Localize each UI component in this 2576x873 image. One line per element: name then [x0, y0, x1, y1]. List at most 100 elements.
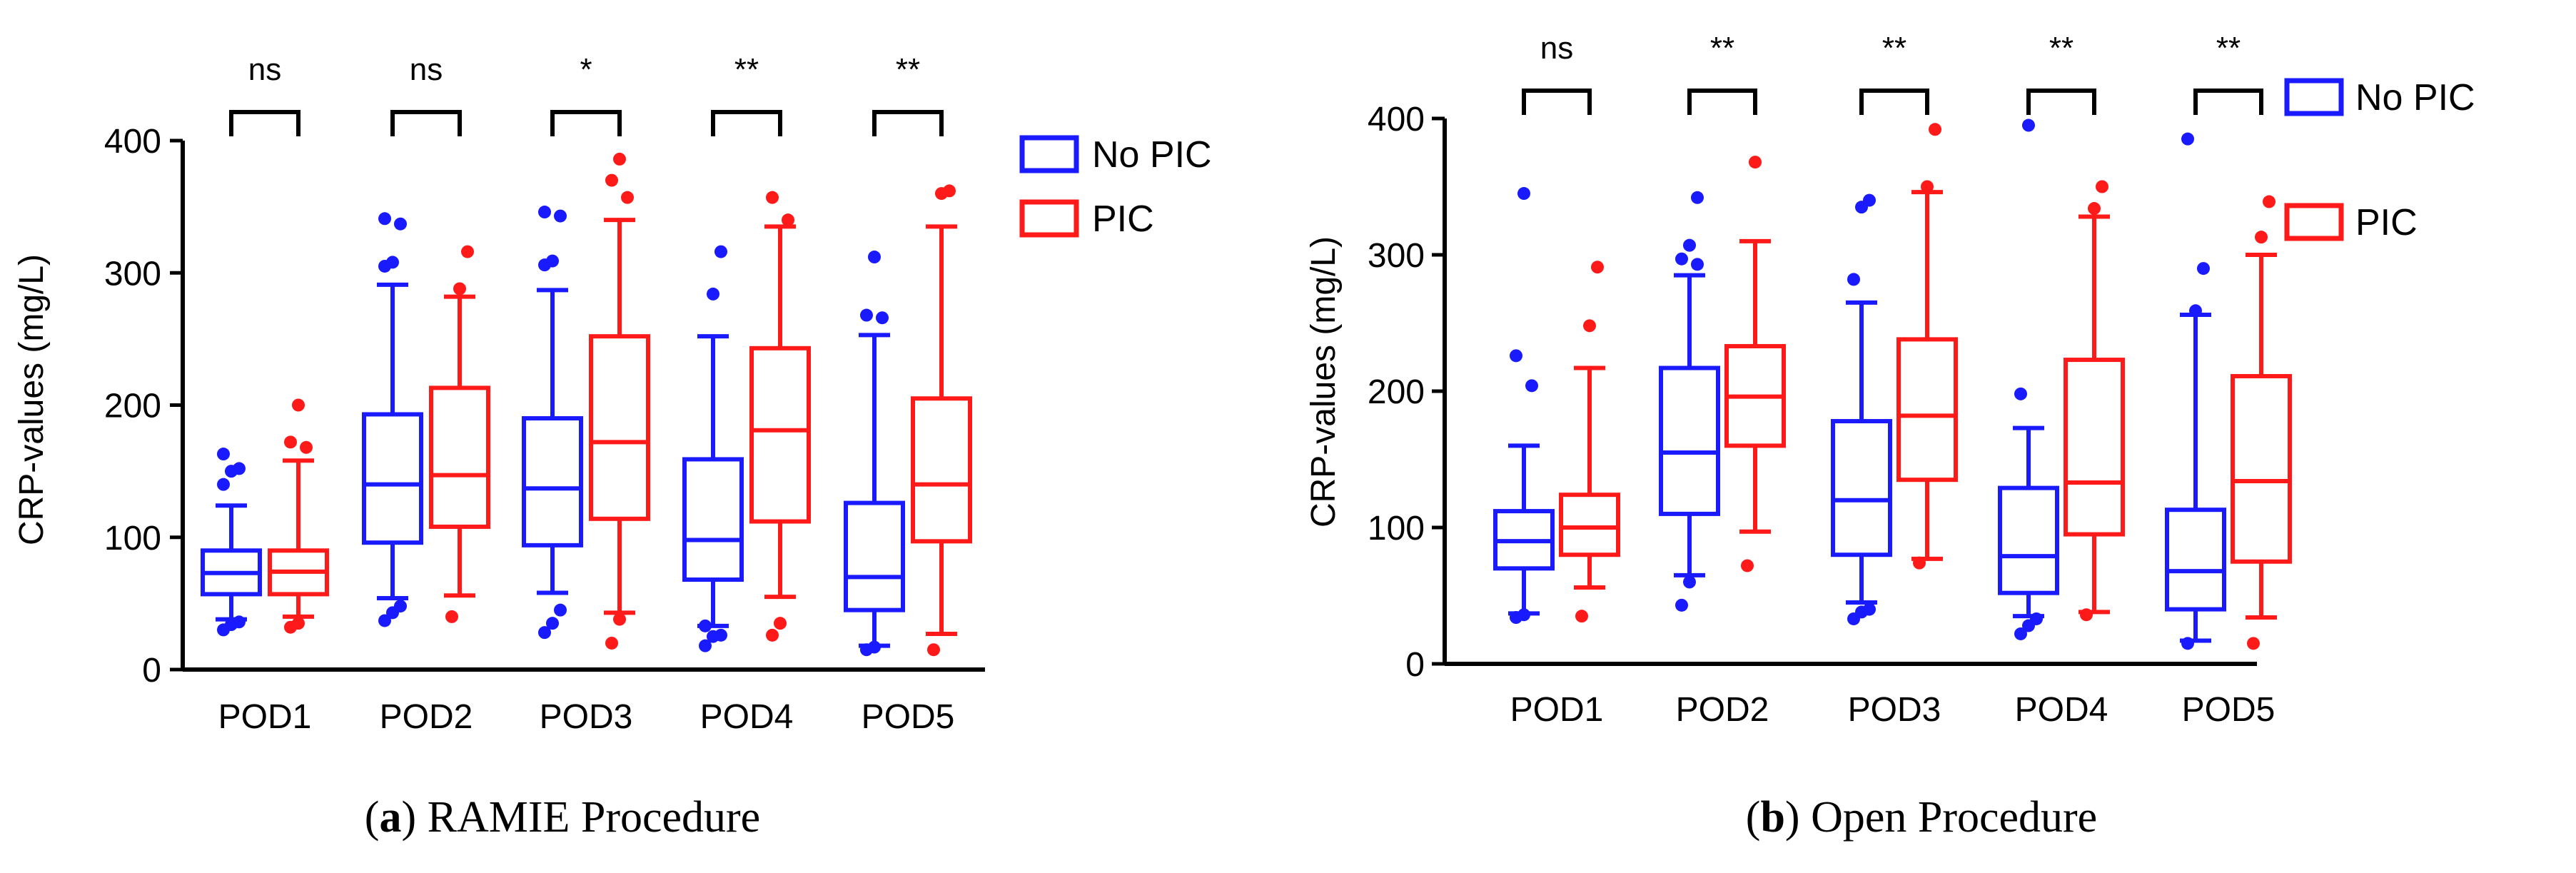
outlier-point: [605, 636, 618, 650]
panel-b-box-no-pic-pod2: [1659, 191, 1720, 612]
panel-a-y-axis-title: CRP-values (mg/L): [13, 254, 51, 545]
outlier-point: [2181, 637, 2194, 650]
panel-a-sig-bracket-pod2: [390, 110, 462, 136]
panel-a-sig-label-pod2: ns: [410, 52, 443, 87]
panel-b-significance: ns ** ** ** **: [1522, 31, 2263, 115]
panel-a-caption-text: RAMIE Procedure: [428, 793, 761, 842]
outlier-point: [1913, 556, 1926, 570]
outlier-point: [927, 643, 940, 657]
panel-b-legend-swatch-pic: [2284, 203, 2344, 241]
panel-b-box-no-pic-pod3: [1831, 193, 1892, 625]
panel-a-legend-label-no-pic: No PIC: [1092, 134, 1212, 176]
iqr-box: [1559, 493, 1620, 557]
outlier-point: [1741, 559, 1754, 572]
panel-b-sig-label-pod4: **: [2049, 31, 2074, 66]
outlier-point: [1591, 261, 1604, 274]
panel-a-box-no-pic-pod4: [682, 245, 744, 652]
outlier-point: [714, 245, 727, 258]
panel-a-y-tick-label: 200: [104, 388, 161, 425]
panel-b-sig-bracket-pod5: [2193, 89, 2263, 115]
panel-a-legend: No PIC PIC: [1019, 134, 1212, 240]
panel-a-legend-label-pic: PIC: [1092, 198, 1154, 240]
panel-b-box-pic-pod3: [1896, 123, 1958, 570]
iqr-box: [749, 345, 811, 524]
panel-a-y-ticks: 0 100 200 300 400: [104, 123, 183, 690]
panel-b-legend: No PIC PIC: [2284, 77, 2475, 243]
panel-a-sig-label-pod3: *: [580, 52, 592, 87]
panel-b-legend-swatch-no-pic: [2284, 78, 2344, 116]
panel-b-sig-label-pod3: **: [1882, 31, 1906, 66]
panel-b-category-label-pod5: POD5: [2182, 691, 2276, 729]
outlier-point: [1575, 610, 1588, 623]
outlier-point: [453, 282, 466, 296]
panel-a-sig-label-pod5: **: [896, 52, 920, 87]
iqr-box: [1998, 485, 2059, 595]
outlier-point: [707, 287, 719, 301]
iqr-box: [1659, 365, 1720, 516]
iqr-box: [1896, 337, 1958, 483]
panel-a-caption-letter: a: [379, 793, 401, 842]
panel-a-sig-bracket-pod1: [229, 110, 300, 136]
outlier-point: [1525, 379, 1538, 393]
panel-a-category-label-pod3: POD3: [540, 698, 633, 736]
panel-a-sig-label-pod4: **: [734, 52, 759, 87]
outlier-point: [217, 448, 230, 461]
iqr-box: [522, 416, 583, 547]
panel-b-open-chart: CRP-values (mg/L) 0 100 200 300 400 ns ** ** **…: [1305, 31, 2475, 842]
outlier-point: [394, 600, 407, 613]
outlier-point: [292, 398, 305, 412]
outlier-point: [1683, 575, 1696, 589]
panel-a-category-label-pod4: POD4: [700, 698, 794, 736]
panel-a-sig-label-pod1: ns: [248, 52, 281, 87]
panel-a-box-pic-pod4: [749, 191, 811, 642]
panel-a-sig-bracket-pod3: [550, 110, 622, 136]
panel-a-sig-bracket-pod5: [872, 110, 944, 136]
outlier-point: [1517, 187, 1530, 201]
panel-a-box-no-pic-pod3: [522, 206, 583, 640]
outlier-point: [233, 462, 246, 475]
outlier-point: [1510, 349, 1522, 363]
iqr-box: [1831, 419, 1892, 557]
outlier-point: [613, 612, 626, 626]
outlier-point: [1921, 180, 1934, 193]
outlier-point: [378, 614, 391, 627]
outlier-point: [1675, 598, 1688, 612]
outlier-point: [394, 217, 407, 231]
outlier-point: [538, 206, 551, 219]
iqr-box: [2165, 508, 2226, 612]
outlier-point: [2014, 387, 2027, 400]
outlier-point: [774, 617, 787, 630]
panel-b-sig-bracket-pod2: [1687, 89, 1757, 115]
panel-a-box-no-pic-pod2: [362, 212, 423, 627]
panel-b-y-tick-label: 300: [1368, 237, 1425, 275]
panel-a-categories: POD1 POD2 POD3 POD4 POD5: [218, 698, 955, 736]
iqr-box: [429, 385, 490, 529]
panel-a-legend-swatch-pic: [1019, 199, 1079, 238]
panel-b-sig-label-pod2: **: [1710, 31, 1734, 66]
outlier-point: [2189, 304, 2202, 318]
outlier-point: [217, 478, 230, 491]
iqr-box: [2064, 358, 2125, 537]
panel-b-y-tick-label: 400: [1368, 101, 1425, 138]
outlier-point: [605, 173, 618, 187]
panel-b-legend-label-no-pic: No PIC: [2355, 77, 2475, 118]
outlier-point: [1683, 238, 1696, 252]
panel-a-box-no-pic-pod1: [201, 448, 262, 637]
panel-b-box-pic-pod5: [2231, 195, 2292, 650]
outlier-point: [943, 184, 956, 198]
outlier-point: [1691, 258, 1704, 271]
outlier-point: [300, 440, 313, 454]
outlier-point: [2255, 231, 2268, 244]
iqr-box: [589, 334, 650, 521]
outlier-point: [461, 245, 474, 258]
outlier-point: [766, 628, 779, 642]
panel-b-y-ticks: 0 100 200 300 400: [1368, 101, 1445, 684]
panel-a-box-pic-pod5: [911, 184, 972, 657]
panel-a-y-tick-label: 100: [104, 520, 161, 557]
outlier-point: [2022, 118, 2035, 132]
outlier-point: [284, 435, 297, 449]
outlier-point: [2030, 612, 2043, 625]
panel-a-box-no-pic-pod5: [844, 251, 905, 657]
